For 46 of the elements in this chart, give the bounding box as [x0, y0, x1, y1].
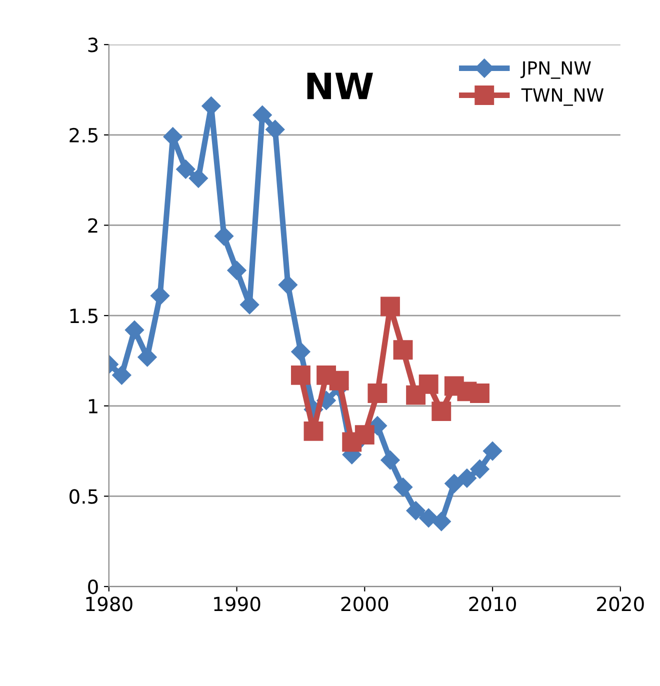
- point: [380, 296, 400, 316]
- x-tick-label: 1980: [86, 596, 132, 612]
- point: [457, 468, 476, 488]
- point: [432, 512, 451, 532]
- point: [150, 286, 170, 306]
- point: [266, 120, 285, 140]
- point: [329, 370, 349, 390]
- text: NW: [307, 72, 373, 100]
- point: [406, 501, 426, 520]
- legend-label: TWN_NW: [521, 88, 604, 106]
- point: [252, 106, 272, 125]
- y-tick-label: 0.5: [70, 489, 98, 504]
- point: [124, 320, 144, 340]
- point: [176, 160, 196, 179]
- point: [188, 168, 208, 188]
- y-tick-label: 0: [88, 579, 98, 594]
- x-tick-label: 2020: [597, 596, 644, 612]
- point: [418, 374, 438, 394]
- y-tick-label: 1: [88, 399, 98, 414]
- point: [291, 342, 310, 362]
- y-tick-label: 2.5: [70, 128, 98, 143]
- point: [290, 365, 310, 385]
- point: [419, 508, 438, 528]
- point: [482, 442, 502, 461]
- point: [432, 402, 452, 422]
- point: [354, 425, 374, 445]
- point: [444, 474, 464, 494]
- point: [470, 384, 490, 403]
- point: [368, 384, 388, 403]
- x-tick-label: 2010: [469, 596, 516, 612]
- point: [304, 421, 324, 441]
- legend-label: JPN_NW: [520, 61, 591, 79]
- point: [470, 460, 490, 479]
- point: [278, 275, 298, 294]
- x-tick-label: 2000: [341, 596, 388, 612]
- y-tick-label: 1.5: [70, 308, 98, 324]
- point: [393, 340, 413, 360]
- point: [112, 366, 132, 385]
- point: [214, 226, 234, 246]
- point: [380, 450, 400, 470]
- y-tick-label: 3: [88, 38, 98, 52]
- point: [227, 260, 246, 280]
- y-tick-label: 2: [88, 218, 98, 233]
- point: [138, 348, 157, 367]
- point: [393, 478, 413, 497]
- x-tick-label: 1990: [214, 596, 260, 612]
